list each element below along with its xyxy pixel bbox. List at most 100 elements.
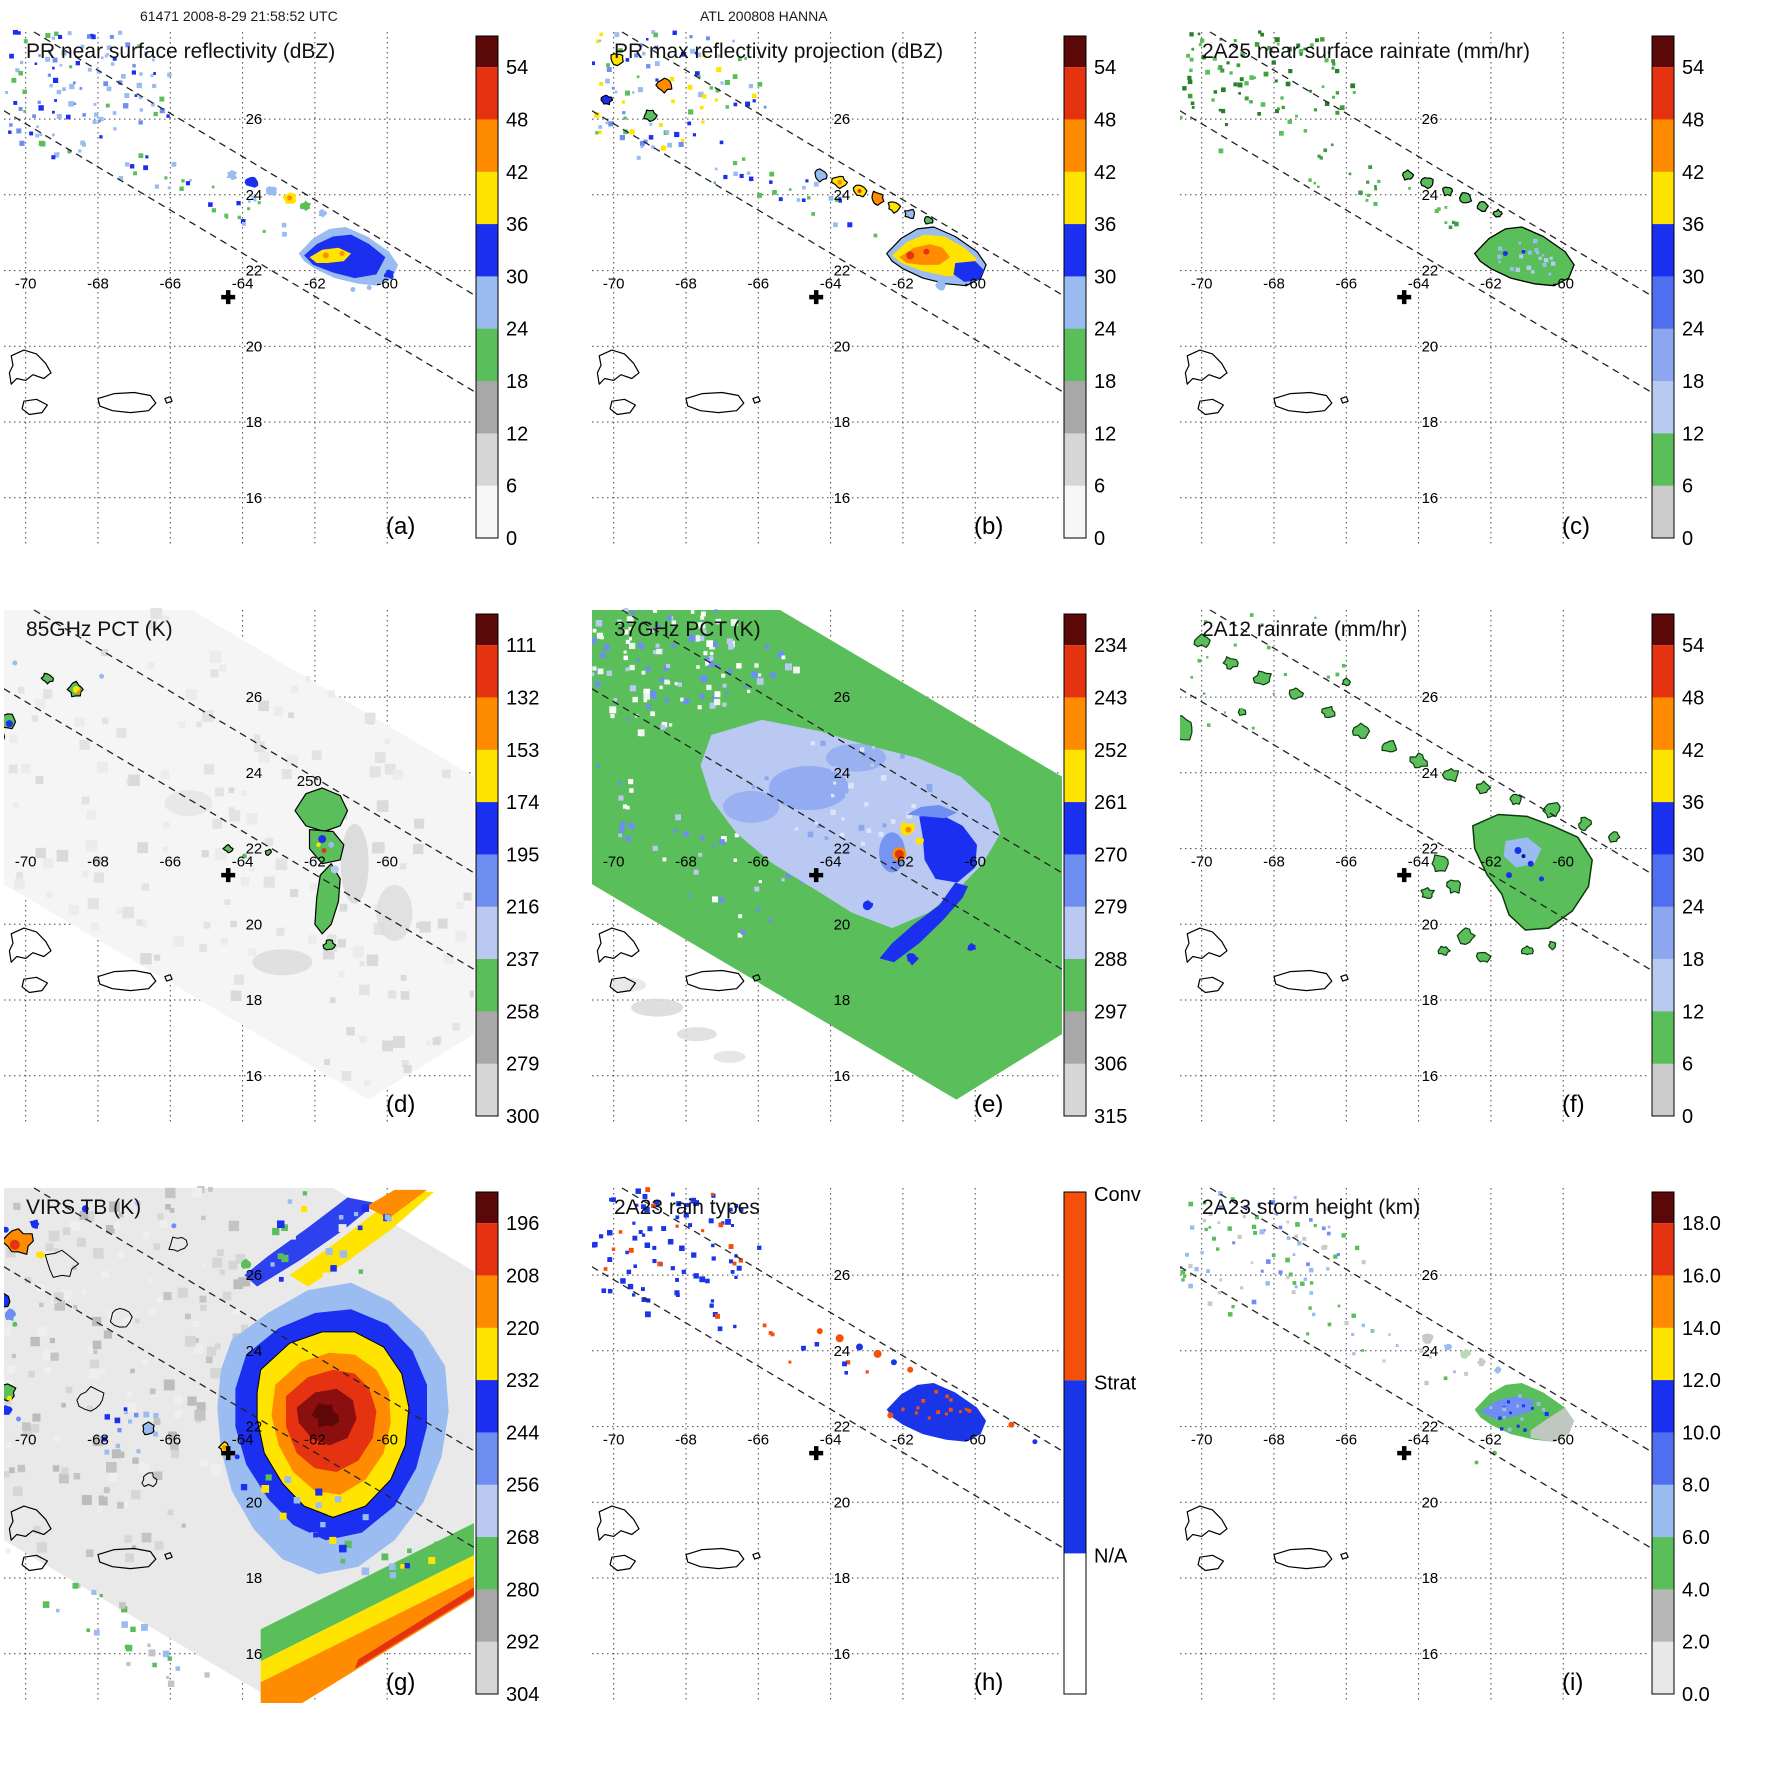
colorbar-tick-label: 18 xyxy=(1682,949,1704,971)
svg-text:-64: -64 xyxy=(820,276,842,293)
colorbar-a: 54 48 42 36 30 24 18 12 6 0 xyxy=(475,35,528,550)
svg-text:24: 24 xyxy=(246,1343,263,1360)
svg-text:-66: -66 xyxy=(159,1432,181,1449)
storm-center-cross-icon xyxy=(1397,868,1412,883)
map-background xyxy=(1180,1186,1650,1728)
svg-text:-62: -62 xyxy=(892,1432,914,1449)
colorbar-tick-label: 30 xyxy=(1682,266,1704,288)
svg-text:22: 22 xyxy=(246,263,263,280)
svg-text:16: 16 xyxy=(246,490,263,507)
panel-title: 37GHz PCT (K) xyxy=(614,618,761,641)
svg-text:-60: -60 xyxy=(964,854,986,871)
svg-text:24: 24 xyxy=(1422,1343,1439,1360)
colorbar-tick-label: 0.0 xyxy=(1682,1684,1710,1706)
svg-text:-62: -62 xyxy=(892,276,914,293)
data-layer-b xyxy=(592,30,987,291)
colorbar-tick-label: 48 xyxy=(506,109,528,131)
svg-text:-62: -62 xyxy=(304,1432,326,1449)
svg-text:26: 26 xyxy=(246,111,263,128)
colorbar-tick-label: 4.0 xyxy=(1682,1579,1710,1601)
svg-text:26: 26 xyxy=(834,1267,851,1284)
colorbar-f: 54 48 42 36 30 24 18 12 6 0 xyxy=(1651,613,1704,1128)
map-b: -70 -68 -66 -64 -62 -60 26 24 22 20 18 16 PR max ref… xyxy=(592,30,1062,572)
colorbar-tick-label: 237 xyxy=(506,949,539,971)
svg-text:-68: -68 xyxy=(675,854,697,871)
colorbar-tick-label: 48 xyxy=(1094,109,1116,131)
svg-text:-70: -70 xyxy=(1191,1432,1213,1449)
panel-i: -70 -68 -66 -64 -62 -60 26 24 22 20 18 16 2A23 storm… xyxy=(1180,1186,1768,1764)
data-layer-e xyxy=(592,608,1062,1100)
svg-text:-70: -70 xyxy=(15,854,37,871)
pr-swath-edge-lines xyxy=(4,31,474,392)
lat-lon-gridlines xyxy=(592,32,1062,547)
data-layer-d: 250 xyxy=(4,608,474,1100)
colorbar-tick-label: 0 xyxy=(506,528,517,550)
colorbar-tick-label: 54 xyxy=(1094,57,1116,79)
svg-text:-60: -60 xyxy=(376,276,398,293)
svg-text:-66: -66 xyxy=(1335,854,1357,871)
colorbar-tick-label: 297 xyxy=(1094,1001,1127,1023)
svg-text:-60: -60 xyxy=(964,276,986,293)
svg-text:22: 22 xyxy=(1422,1419,1439,1436)
colorbar-tick-label: 18 xyxy=(1682,371,1704,393)
panel-letter: (f) xyxy=(1562,1091,1585,1118)
svg-text:16: 16 xyxy=(1422,490,1439,507)
colorbar-g: 196 208 220 232 244 256 268 280 292 304 xyxy=(475,1191,539,1706)
colorbar-tick-label: 216 xyxy=(506,897,539,919)
svg-text:-64: -64 xyxy=(1408,854,1430,871)
svg-text:20: 20 xyxy=(1422,916,1439,933)
map-d: 250 -70 -68 -66 -64 -62 -60 26 24 22 20 18 16 85GHz P… xyxy=(4,608,474,1150)
panel-e: -70 -68 -66 -64 -62 -60 26 24 22 20 18 16 37GHz PCT … xyxy=(592,608,1180,1186)
svg-text:-62: -62 xyxy=(1480,1432,1502,1449)
colorbar-tick-label: 111 xyxy=(506,635,536,657)
colorbar-tick-label: 256 xyxy=(506,1475,539,1497)
colorbar-tick-label: 12 xyxy=(506,423,528,445)
pr-swath-edge-lines xyxy=(592,31,1062,392)
svg-text:-64: -64 xyxy=(1408,276,1430,293)
colorbar-category-label: Conv xyxy=(1094,1186,1141,1206)
colorbar-tick-label: 304 xyxy=(506,1684,539,1706)
storm-center-cross-icon xyxy=(809,1446,824,1461)
svg-text:-68: -68 xyxy=(1263,276,1285,293)
svg-text:-70: -70 xyxy=(15,276,37,293)
svg-text:16: 16 xyxy=(246,1068,263,1085)
panel-letter: (h) xyxy=(974,1669,1003,1696)
coastlines xyxy=(596,349,761,416)
colorbar-tick-label: 208 xyxy=(506,1265,539,1287)
svg-text:-68: -68 xyxy=(87,276,109,293)
colorbar-tick-label: 232 xyxy=(506,1370,539,1392)
svg-text:22: 22 xyxy=(1422,841,1439,858)
pr-swath-edge-lines xyxy=(4,609,474,970)
colorbar-tick-label: 42 xyxy=(506,162,528,184)
panel-title: 2A12 rainrate (mm/hr) xyxy=(1202,618,1407,641)
axis-tick-labels: -70 -68 -66 -64 -62 -60 26 24 22 20 18 16 xyxy=(603,689,986,1085)
storm-center-cross-icon xyxy=(809,868,824,883)
svg-text:18: 18 xyxy=(1422,414,1439,431)
panel-grid: -70 -68 -66 -64 -62 -60 26 24 22 20 18 16 PR near su… xyxy=(4,30,1768,1764)
svg-text:-60: -60 xyxy=(376,854,398,871)
colorbar-tick-label: 12.0 xyxy=(1682,1370,1721,1392)
colorbar-tick-label: 234 xyxy=(1094,635,1127,657)
colorbar-d: 111 132 153 174 195 216 237 258 279 300 xyxy=(475,613,539,1128)
panel-title: 2A25 near surface rainrate (mm/hr) xyxy=(1202,40,1530,63)
coastlines xyxy=(8,1505,173,1572)
svg-text:22: 22 xyxy=(834,263,851,280)
svg-text:-68: -68 xyxy=(1263,1432,1285,1449)
colorbar-tick-label: 315 xyxy=(1094,1106,1127,1128)
svg-text:24: 24 xyxy=(246,187,263,204)
svg-text:22: 22 xyxy=(246,1419,263,1436)
coastlines xyxy=(1184,1505,1349,1572)
colorbar-tick-label: 24 xyxy=(506,319,528,341)
svg-text:24: 24 xyxy=(834,187,851,204)
svg-text:26: 26 xyxy=(834,111,851,128)
svg-text:16: 16 xyxy=(834,1068,851,1085)
pr-swath-edge-lines xyxy=(1180,609,1650,970)
svg-text:-70: -70 xyxy=(1191,276,1213,293)
panel-letter: (d) xyxy=(386,1091,415,1118)
lat-lon-gridlines xyxy=(1180,610,1650,1125)
header-storm-name: ATL 200808 HANNA xyxy=(700,8,828,24)
svg-text:-62: -62 xyxy=(1480,276,1502,293)
svg-text:24: 24 xyxy=(1422,765,1439,782)
lat-lon-gridlines xyxy=(4,32,474,547)
data-layer-i xyxy=(1180,1191,1575,1465)
